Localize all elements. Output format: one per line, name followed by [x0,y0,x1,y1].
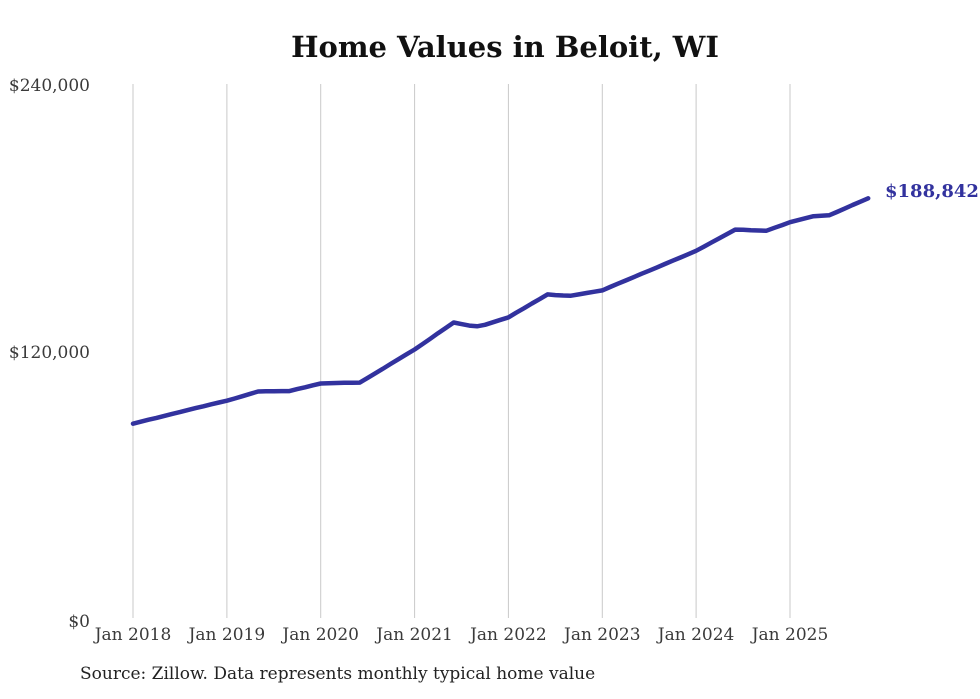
source-note: Source: Zillow. Data represents monthly … [80,664,595,684]
x-axis-tick-label: Jan 2019 [187,625,266,645]
x-axis-tick-label: Jan 2024 [656,625,735,645]
x-axis-tick-label: Jan 2021 [374,625,453,645]
y-axis-tick-label: $240,000 [9,76,90,96]
home-value-line [130,196,871,426]
x-axis: Jan 2018 Jan 2019 Jan 2020 Jan 2021 Jan … [93,625,829,645]
chart-title: Home Values in Beloit, WI [291,30,719,64]
y-axis-tick-label: $120,000 [9,343,90,363]
gridlines [132,84,791,618]
x-axis-tick-label: Jan 2018 [93,625,172,645]
x-axis-tick-label: Jan 2025 [750,625,829,645]
x-axis-tick-label: Jan 2023 [562,625,641,645]
x-axis-tick-label: Jan 2020 [280,625,359,645]
y-axis: $240,000 $120,000 $0 [9,76,90,632]
end-value-label: $188,842 [885,181,979,202]
y-axis-tick-label: $0 [68,612,90,632]
x-axis-tick-label: Jan 2022 [468,625,547,645]
